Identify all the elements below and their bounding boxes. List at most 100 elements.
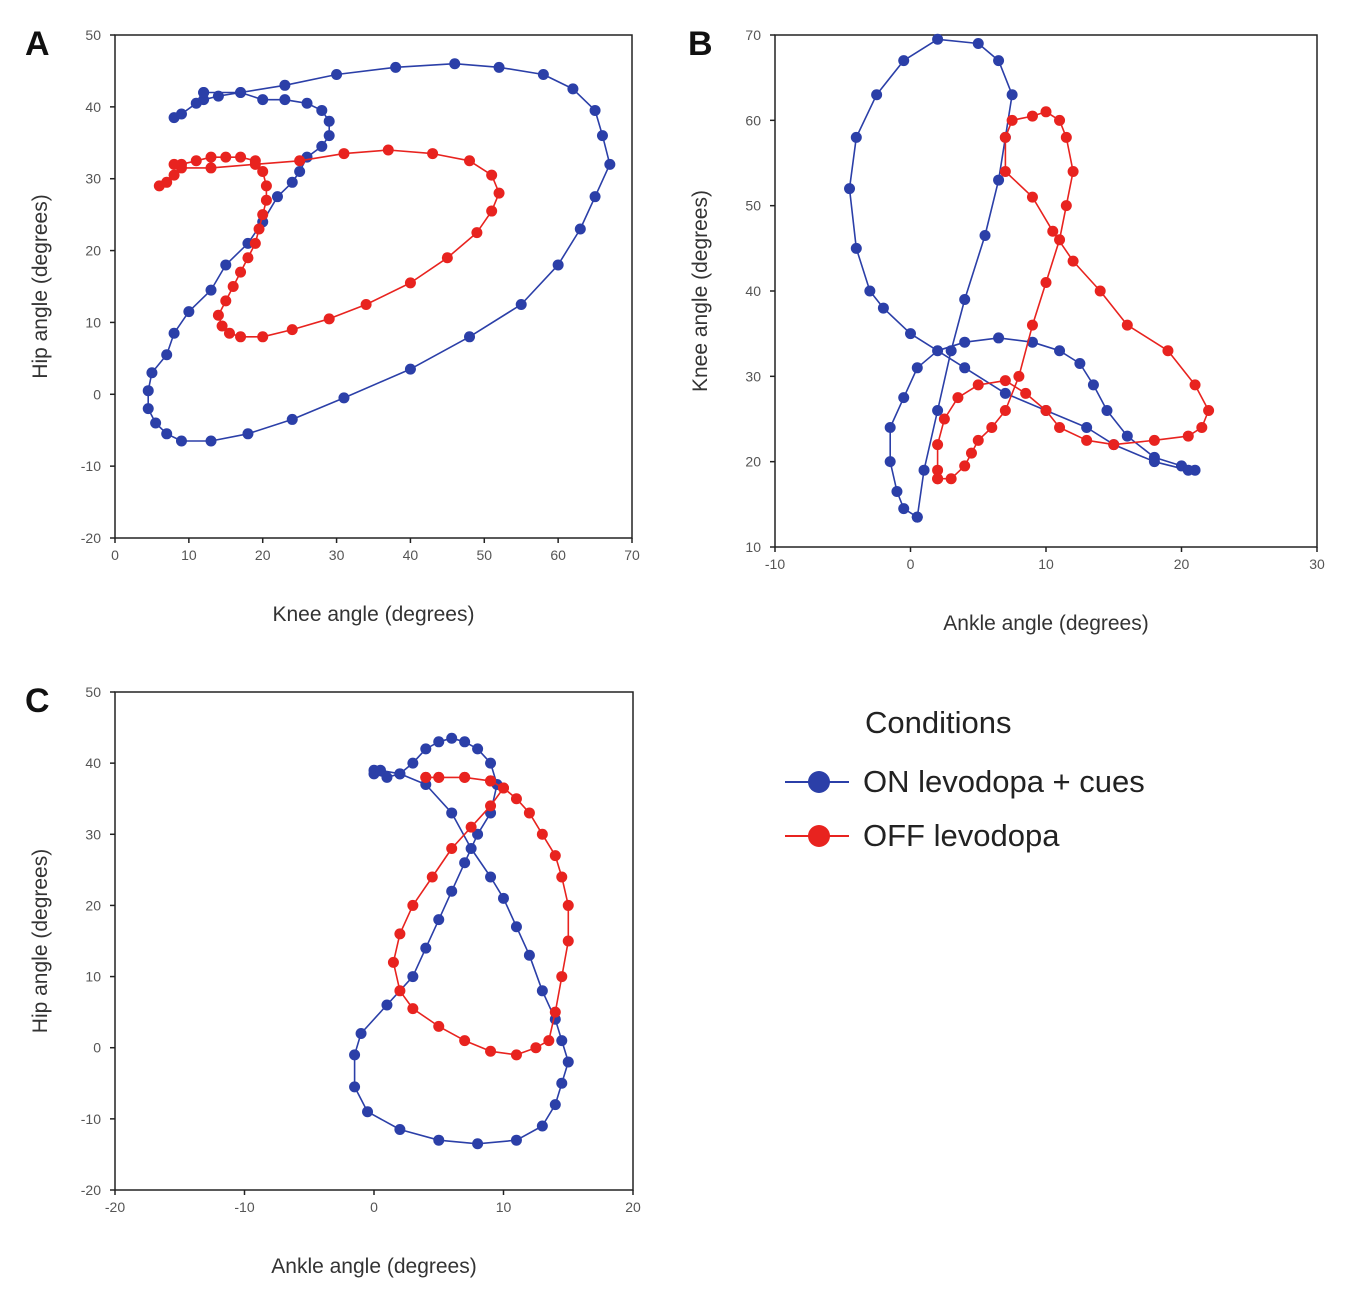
data-point <box>161 428 173 440</box>
data-point <box>945 345 957 357</box>
data-point <box>1074 358 1086 370</box>
y-tick-label: -20 <box>81 1182 101 1198</box>
data-point <box>420 942 432 954</box>
data-point <box>911 362 923 374</box>
data-point <box>459 771 471 783</box>
data-point <box>271 191 283 203</box>
data-point <box>850 242 862 254</box>
data-point <box>898 503 910 515</box>
data-point <box>972 434 984 446</box>
data-point <box>1040 276 1052 288</box>
data-point <box>465 821 477 833</box>
data-point <box>1040 404 1052 416</box>
data-point <box>220 151 232 163</box>
data-point <box>338 148 350 160</box>
data-point <box>574 223 586 235</box>
data-point <box>338 392 350 404</box>
data-point <box>407 899 419 911</box>
data-point <box>549 1099 561 1111</box>
x-tick-label: 50 <box>476 547 492 563</box>
legend: Conditions ON levodopa + cues OFF levodo… <box>785 705 1145 863</box>
data-point <box>175 108 187 120</box>
x-tick-label: 60 <box>550 547 566 563</box>
data-point <box>381 771 393 783</box>
data-point <box>549 1006 561 1018</box>
data-point <box>394 928 406 940</box>
data-point <box>1013 370 1025 382</box>
y-tick-label: 50 <box>85 684 101 700</box>
data-point <box>427 148 439 160</box>
data-point <box>331 69 343 81</box>
data-point <box>864 285 876 297</box>
data-point <box>449 58 461 70</box>
data-point <box>523 807 535 819</box>
data-point <box>1182 464 1194 476</box>
series-line <box>848 38 1196 518</box>
data-point <box>993 55 1005 67</box>
data-point <box>1054 234 1066 246</box>
data-point <box>433 771 445 783</box>
data-point <box>537 69 549 81</box>
data-point <box>362 1106 374 1118</box>
data-point <box>959 460 971 472</box>
data-point <box>235 151 247 163</box>
data-point <box>446 885 458 897</box>
data-point <box>1047 225 1059 237</box>
data-point <box>433 736 445 748</box>
data-point <box>1060 131 1072 143</box>
x-tick-label: 20 <box>255 547 271 563</box>
data-point <box>498 892 509 904</box>
data-point <box>1006 114 1018 126</box>
data-point <box>301 97 313 109</box>
data-point <box>959 294 971 306</box>
data-point <box>536 985 548 997</box>
x-axis-label: Ankle angle (degrees) <box>271 1255 476 1278</box>
data-point <box>279 79 291 91</box>
data-point <box>257 94 269 106</box>
plot-frame <box>114 34 633 539</box>
data-point <box>407 971 419 983</box>
data-point <box>360 298 372 310</box>
panel-letter: C <box>25 682 50 720</box>
data-point <box>374 764 386 776</box>
data-point <box>549 850 561 862</box>
data-point <box>257 209 269 221</box>
data-point <box>407 757 419 769</box>
x-tick-label: 20 <box>1174 556 1190 572</box>
data-point <box>510 921 522 933</box>
x-tick-label: 10 <box>181 547 197 563</box>
data-point <box>286 176 298 188</box>
data-point <box>898 55 910 67</box>
data-point <box>242 428 254 440</box>
data-point <box>394 985 406 997</box>
x-tick-label: 0 <box>111 547 119 563</box>
data-point <box>286 413 298 425</box>
data-point <box>446 807 458 819</box>
x-tick-label: 30 <box>329 547 345 563</box>
data-point <box>235 266 247 278</box>
data-point <box>294 166 306 178</box>
data-point <box>1081 422 1093 434</box>
legend-marker-off <box>785 824 849 848</box>
y-axis-label: Knee angle (degrees) <box>689 190 712 392</box>
data-point <box>884 422 896 434</box>
data-point <box>390 61 402 73</box>
data-point <box>198 86 210 98</box>
data-point <box>567 83 579 95</box>
y-tick-label: 20 <box>745 454 761 470</box>
data-point <box>932 464 944 476</box>
data-point <box>871 89 883 101</box>
y-tick-label: 50 <box>745 198 761 214</box>
data-point <box>918 464 930 476</box>
data-point <box>394 768 406 780</box>
panel-b: -10 0 10 20 30 10 20 30 40 50 60 70 Ankle angle (deg… <box>688 25 1325 635</box>
legend-label-off: OFF levodopa <box>863 818 1060 853</box>
data-point <box>999 404 1011 416</box>
legend-title: Conditions <box>865 705 1012 740</box>
data-point <box>536 1120 548 1132</box>
y-tick-label: 40 <box>85 99 101 115</box>
data-point <box>459 857 471 869</box>
x-tick-label: 0 <box>370 1199 378 1215</box>
y-tick-label: -10 <box>81 1111 101 1127</box>
data-point <box>235 86 247 98</box>
